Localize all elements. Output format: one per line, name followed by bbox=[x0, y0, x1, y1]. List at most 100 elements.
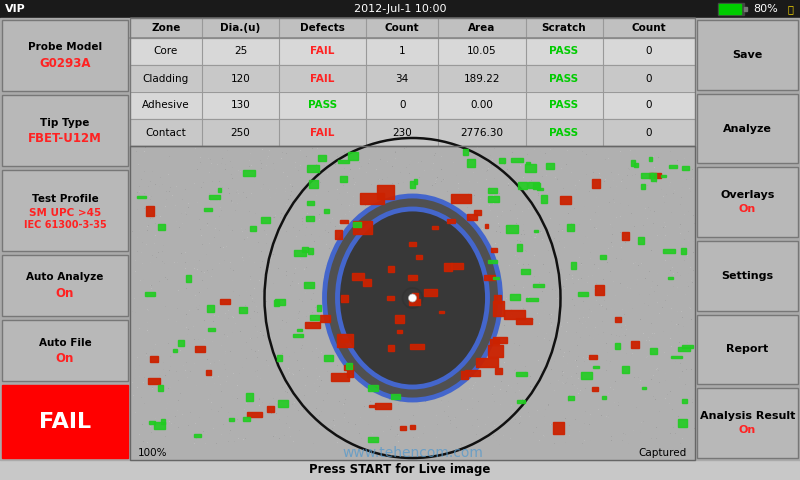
Bar bbox=[348, 152, 358, 160]
Bar bbox=[410, 181, 415, 188]
Bar bbox=[218, 188, 221, 192]
Bar bbox=[682, 399, 686, 403]
Bar bbox=[324, 355, 333, 361]
Bar bbox=[451, 263, 463, 269]
Bar bbox=[341, 339, 348, 342]
Bar bbox=[130, 146, 695, 460]
Bar bbox=[494, 368, 502, 373]
Bar bbox=[340, 176, 346, 182]
Bar bbox=[600, 254, 606, 259]
Bar bbox=[589, 355, 597, 359]
Bar bbox=[278, 400, 289, 407]
FancyBboxPatch shape bbox=[697, 388, 798, 458]
Bar bbox=[494, 296, 501, 303]
Bar bbox=[661, 175, 666, 177]
Bar bbox=[669, 165, 677, 168]
Text: Captured: Captured bbox=[638, 448, 687, 458]
Bar bbox=[424, 289, 438, 297]
Bar bbox=[504, 310, 526, 319]
Text: Analyze: Analyze bbox=[723, 123, 772, 133]
Bar bbox=[0, 18, 130, 460]
Text: 0: 0 bbox=[646, 47, 652, 57]
Bar bbox=[414, 180, 417, 184]
Bar bbox=[307, 165, 319, 172]
Bar bbox=[130, 38, 695, 65]
Ellipse shape bbox=[325, 196, 501, 400]
Text: 80%: 80% bbox=[753, 4, 778, 14]
Bar bbox=[560, 195, 570, 204]
Text: Dia.(u): Dia.(u) bbox=[220, 23, 261, 33]
Bar bbox=[641, 184, 646, 189]
Bar bbox=[410, 425, 415, 429]
Bar bbox=[138, 196, 146, 198]
Bar bbox=[162, 419, 165, 424]
Text: SM UPC >45: SM UPC >45 bbox=[29, 207, 101, 217]
Bar bbox=[409, 299, 420, 305]
Bar bbox=[302, 247, 308, 252]
Bar bbox=[306, 201, 314, 205]
Bar bbox=[537, 188, 543, 190]
Bar bbox=[293, 334, 303, 337]
Bar bbox=[390, 394, 400, 399]
Bar bbox=[369, 437, 378, 442]
FancyBboxPatch shape bbox=[2, 20, 128, 91]
Bar bbox=[338, 160, 349, 163]
Bar bbox=[306, 322, 320, 328]
Bar bbox=[230, 418, 234, 421]
Bar bbox=[261, 217, 270, 223]
Bar bbox=[318, 305, 321, 311]
Bar bbox=[567, 224, 574, 231]
Bar bbox=[615, 317, 621, 322]
Bar bbox=[146, 206, 154, 216]
Text: PASS: PASS bbox=[550, 128, 578, 137]
Bar bbox=[310, 180, 318, 188]
Text: 10.05: 10.05 bbox=[467, 47, 497, 57]
Text: 1: 1 bbox=[399, 47, 406, 57]
Bar bbox=[346, 363, 352, 369]
Bar bbox=[388, 266, 394, 272]
Bar bbox=[467, 215, 477, 220]
Bar bbox=[462, 149, 467, 155]
Bar bbox=[320, 315, 330, 323]
Text: 189.22: 189.22 bbox=[463, 73, 500, 84]
Text: 0: 0 bbox=[646, 73, 652, 84]
Bar bbox=[346, 369, 354, 377]
Bar bbox=[158, 384, 163, 391]
Bar bbox=[491, 248, 497, 252]
Bar bbox=[432, 227, 438, 229]
Bar bbox=[578, 291, 589, 296]
Bar bbox=[650, 173, 662, 178]
Bar bbox=[353, 221, 372, 234]
Text: PASS: PASS bbox=[550, 73, 578, 84]
Text: Zone: Zone bbox=[151, 23, 181, 33]
Bar bbox=[130, 65, 695, 92]
Bar bbox=[399, 426, 406, 431]
Bar bbox=[615, 343, 620, 349]
Bar bbox=[534, 229, 538, 232]
Bar bbox=[649, 157, 653, 161]
Bar bbox=[416, 255, 422, 259]
Bar bbox=[377, 185, 394, 199]
Bar bbox=[267, 407, 274, 412]
Bar bbox=[0, 0, 800, 18]
Bar bbox=[511, 158, 522, 162]
Bar bbox=[475, 359, 498, 367]
Bar bbox=[195, 346, 205, 352]
Bar bbox=[337, 334, 353, 347]
Text: 230: 230 bbox=[392, 128, 412, 137]
Bar bbox=[250, 226, 256, 231]
Bar bbox=[593, 365, 598, 368]
Bar bbox=[145, 292, 155, 296]
Bar bbox=[369, 405, 375, 407]
Bar bbox=[678, 419, 686, 427]
Bar bbox=[243, 417, 250, 421]
Bar bbox=[208, 328, 215, 331]
Bar bbox=[493, 336, 507, 343]
Text: Contact: Contact bbox=[146, 128, 186, 137]
Text: PASS: PASS bbox=[550, 47, 578, 57]
Text: www.tehencom.com: www.tehencom.com bbox=[342, 446, 483, 460]
Bar bbox=[148, 378, 160, 384]
Bar bbox=[158, 224, 165, 230]
FancyBboxPatch shape bbox=[697, 241, 798, 311]
Bar bbox=[439, 311, 444, 313]
